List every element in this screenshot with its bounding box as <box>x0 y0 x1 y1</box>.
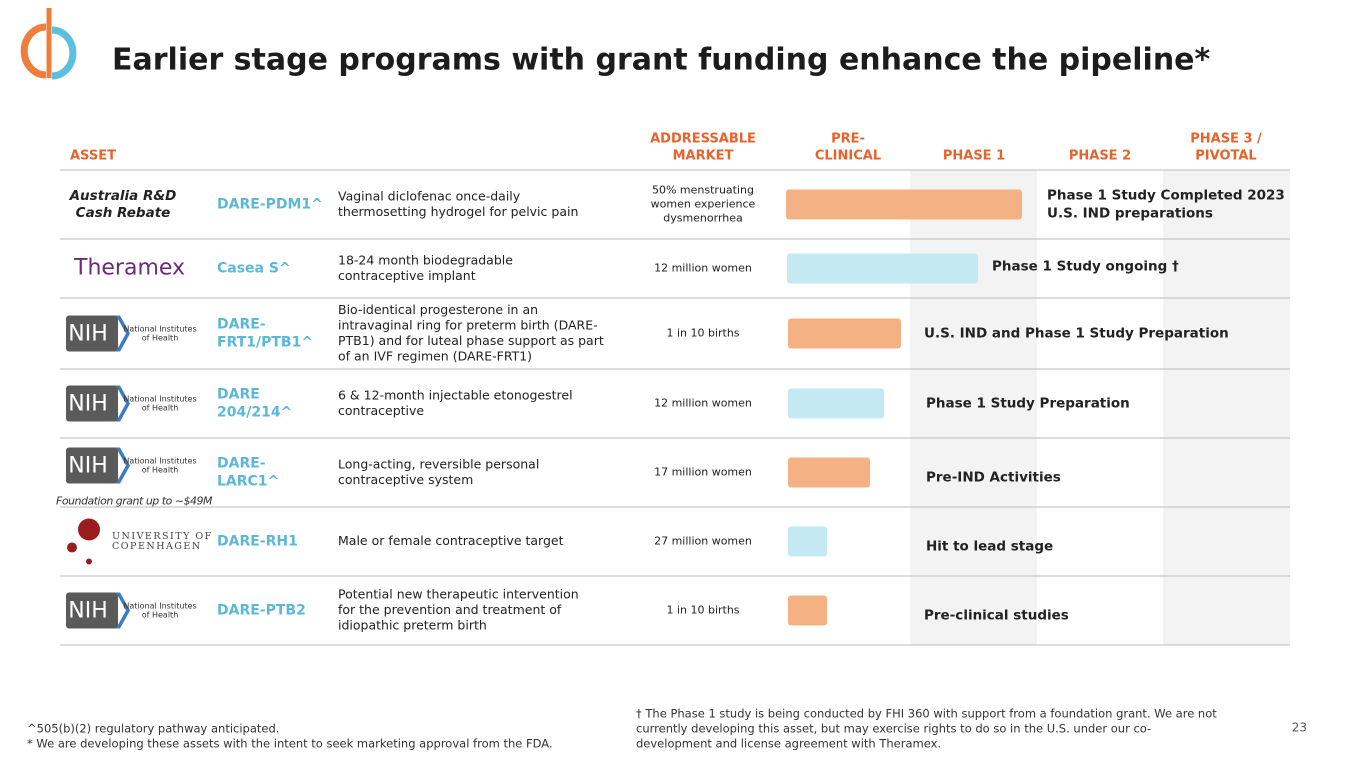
nih-badge <box>66 315 118 352</box>
university-dot <box>67 542 77 553</box>
footnote: development and license agreement with T… <box>636 737 941 751</box>
stage-status: U.S. IND and Phase 1 Study Preparation <box>924 326 1229 342</box>
addressable-market: 17 million women <box>654 466 752 479</box>
asset-description: 18-24 month biodegradable <box>338 252 513 267</box>
sponsor-name: COPENHAGEN <box>112 541 202 552</box>
asset-name: DARE-PTB2 <box>217 603 306 619</box>
nih-name: National Institutes <box>123 325 196 334</box>
nih-chevron <box>116 592 130 629</box>
nih-badge <box>66 592 118 629</box>
addressable-market: 12 million women <box>654 397 752 410</box>
nih-logo-text: NIH <box>68 454 108 479</box>
progress-bar <box>788 318 901 349</box>
nih-logo-text: NIH <box>68 392 108 417</box>
nih-logo-text: NIH <box>68 322 108 347</box>
asset-description: for the prevention and treatment of <box>338 602 562 617</box>
asset-description: contraceptive system <box>338 472 473 487</box>
column-header: CLINICAL <box>815 149 881 164</box>
footnote: ^505(b)(2) regulatory pathway anticipate… <box>27 722 279 736</box>
asset-description: of an IVF regimen (DARE-FRT1) <box>338 348 532 363</box>
stage-status: Pre-clinical studies <box>924 608 1069 624</box>
nih-name: of Health <box>142 404 179 413</box>
column-header: ADDRESSABLE <box>650 132 756 147</box>
column-header: PHASE 1 <box>943 149 1005 164</box>
column-shade <box>910 170 1037 645</box>
university-dot <box>86 558 92 565</box>
nih-name: of Health <box>142 611 179 620</box>
asset-description: idiopathic preterm birth <box>338 618 487 633</box>
asset-description: thermosetting hydrogel for pelvic pain <box>338 204 578 219</box>
column-header: PIVOTAL <box>1195 149 1256 164</box>
asset-name: FRT1/PTB1^ <box>217 335 313 351</box>
asset-description: Bio-identical progesterone in an <box>338 302 538 317</box>
addressable-market: 1 in 10 births <box>666 327 739 340</box>
nih-name: of Health <box>142 466 179 475</box>
progress-bar <box>788 388 884 419</box>
nih-logo-text: NIH <box>68 599 108 624</box>
nih-name: National Institutes <box>123 395 196 404</box>
sponsor-name: UNIVERSITY OF <box>112 531 213 542</box>
asset-name: DARE <box>217 387 260 403</box>
progress-bar <box>786 189 1022 220</box>
asset-name: DARE-RH1 <box>217 534 298 550</box>
addressable-market: 1 in 10 births <box>666 604 739 617</box>
grant-note: Foundation grant up to ~$49M <box>56 495 213 508</box>
asset-description: contraceptive <box>338 403 424 418</box>
stage-status: Phase 1 Study Completed 2023 <box>1047 188 1285 204</box>
sponsor-name: Cash Rebate <box>76 205 171 221</box>
progress-bar <box>787 253 978 284</box>
stage-status: Phase 1 Study Preparation <box>926 396 1130 412</box>
asset-name: DARE-PDM1^ <box>217 197 323 213</box>
column-shade <box>1163 170 1290 645</box>
nih-name: National Institutes <box>123 602 196 611</box>
progress-bar <box>788 457 870 488</box>
nih-chevron <box>116 447 130 484</box>
asset-name: Casea S^ <box>217 261 291 277</box>
asset-description: PTB1) and for luteal phase support as pa… <box>338 333 604 348</box>
asset-description: Potential new therapeutic intervention <box>338 587 579 602</box>
university-seal <box>78 518 100 541</box>
addressable-market: 50% menstruating <box>652 184 754 197</box>
column-header: PHASE 2 <box>1069 149 1131 164</box>
sponsor-name: Australia R&D <box>69 188 177 204</box>
addressable-market: 12 million women <box>654 262 752 275</box>
asset-description: Male or female contraceptive target <box>338 533 564 548</box>
footnote: * We are developing these assets with th… <box>27 737 553 751</box>
nih-name: of Health <box>142 334 179 343</box>
addressable-market: dysmenorrhea <box>663 212 743 225</box>
stage-status: U.S. IND preparations <box>1047 206 1213 222</box>
asset-name: DARE- <box>217 456 266 472</box>
stage-status: Pre-IND Activities <box>926 470 1061 486</box>
stage-status: Phase 1 Study ongoing † <box>992 259 1179 275</box>
nih-badge <box>66 447 118 484</box>
column-header: PHASE 3 / <box>1190 132 1262 147</box>
asset-description: 6 & 12-month injectable etonogestrel <box>338 387 573 402</box>
slide-title: Earlier stage programs with grant fundin… <box>112 43 1211 78</box>
asset-description: Vaginal diclofenac once-daily <box>338 188 521 203</box>
nih-chevron <box>116 315 130 352</box>
footnote: currently developing this asset, but may… <box>636 722 1151 736</box>
asset-description: Long-acting, reversible personal <box>338 456 539 471</box>
column-header: ASSET <box>70 149 116 164</box>
addressable-market: women experience <box>651 198 756 211</box>
progress-bar <box>788 526 827 557</box>
asset-description: intravaginal ring for preterm birth (DAR… <box>338 317 598 332</box>
page-number: 23 <box>1292 721 1307 735</box>
footnote: † The Phase 1 study is being conducted b… <box>636 707 1217 721</box>
nih-name: National Institutes <box>123 457 196 466</box>
sponsor-name: Theramex <box>73 256 185 281</box>
progress-bar <box>788 595 827 626</box>
column-header: MARKET <box>673 149 734 164</box>
stage-status: Hit to lead stage <box>926 539 1053 555</box>
company-logo <box>20 8 77 80</box>
asset-name: 204/214^ <box>217 405 292 421</box>
nih-chevron <box>116 385 130 422</box>
nih-badge <box>66 385 118 422</box>
column-header: PRE- <box>831 132 865 147</box>
asset-description: contraceptive implant <box>338 268 476 283</box>
addressable-market: 27 million women <box>654 535 752 548</box>
asset-name: LARC1^ <box>217 474 279 490</box>
asset-name: DARE- <box>217 317 266 333</box>
